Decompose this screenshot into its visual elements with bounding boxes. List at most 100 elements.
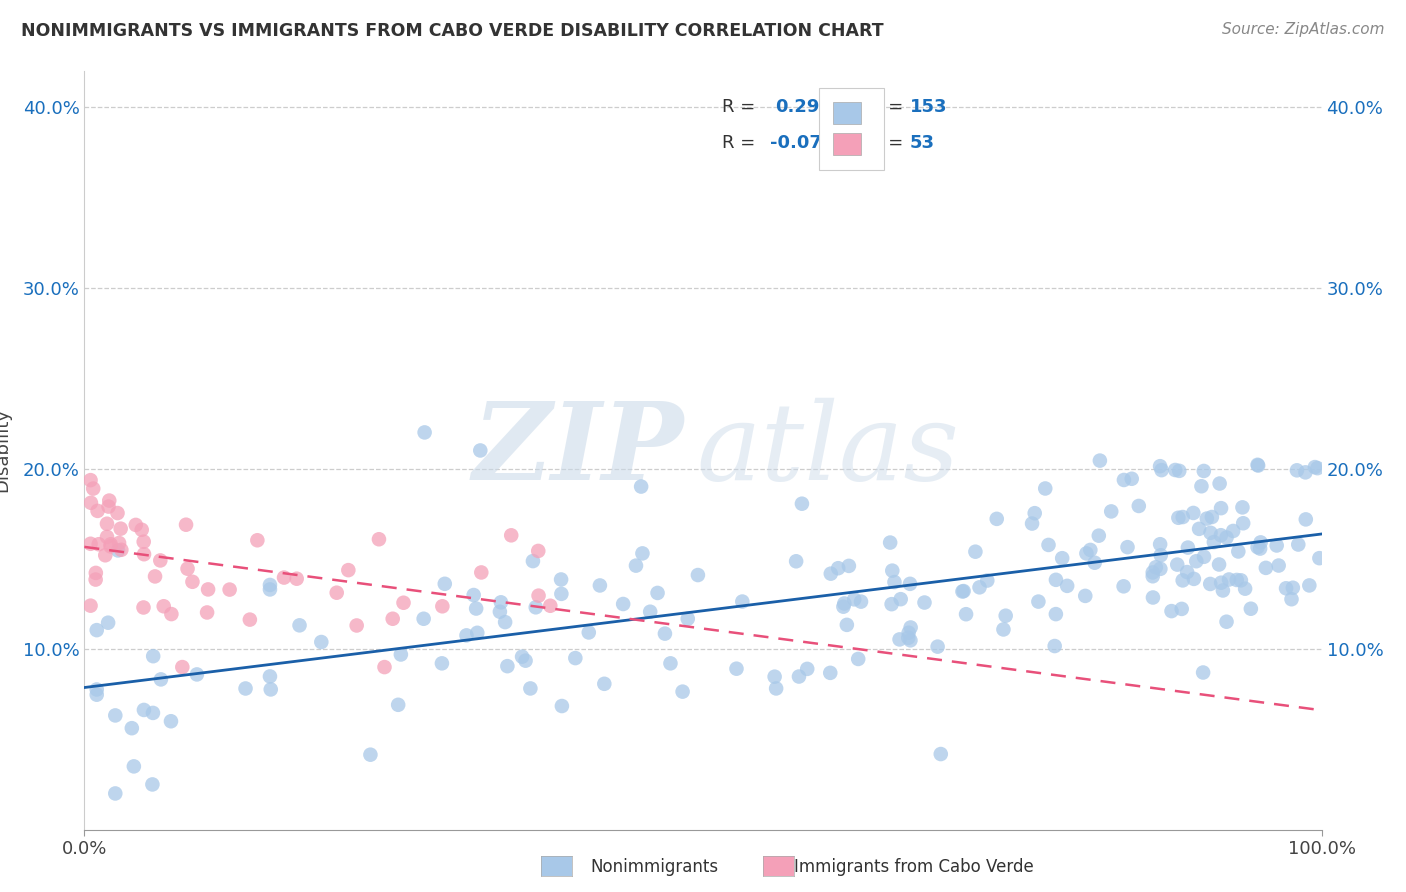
Point	[86, 623, 108, 637]
Point	[1166, 558, 1188, 572]
Point	[108, 536, 131, 550]
Point	[550, 587, 572, 601]
Point	[96, 530, 118, 544]
Point	[969, 580, 991, 594]
Point	[790, 497, 813, 511]
Point	[389, 648, 412, 662]
Point	[763, 670, 786, 684]
Point	[1024, 506, 1046, 520]
Point	[986, 512, 1008, 526]
Point	[107, 543, 129, 558]
Point	[578, 625, 600, 640]
Text: Immigrants from Cabo Verde: Immigrants from Cabo Verde	[794, 858, 1035, 876]
Point	[1142, 569, 1164, 583]
Point	[897, 625, 920, 640]
Point	[1199, 525, 1222, 540]
Point	[624, 558, 647, 573]
Point	[1250, 535, 1272, 549]
Point	[246, 533, 269, 548]
Point	[470, 443, 492, 458]
Point	[1192, 549, 1215, 564]
Point	[510, 649, 533, 664]
Point	[1265, 539, 1288, 553]
Point	[141, 777, 163, 791]
Point	[1191, 479, 1213, 493]
Point	[1160, 604, 1182, 618]
Text: Nonimmigrants: Nonimmigrants	[591, 858, 718, 876]
Point	[152, 599, 174, 614]
Point	[900, 633, 922, 648]
Point	[311, 635, 333, 649]
Point	[994, 608, 1017, 623]
Point	[1149, 459, 1171, 474]
Point	[86, 682, 108, 697]
Point	[883, 575, 905, 590]
Point	[647, 586, 669, 600]
Point	[94, 548, 117, 562]
Point	[494, 615, 516, 629]
Point	[142, 649, 165, 664]
Point	[1168, 464, 1191, 478]
Point	[965, 544, 987, 558]
Point	[1215, 531, 1237, 545]
Point	[1182, 506, 1205, 520]
Point	[1295, 512, 1317, 526]
Text: N =: N =	[869, 98, 903, 116]
Point	[835, 618, 858, 632]
Point	[1038, 538, 1060, 552]
Text: ZIP: ZIP	[472, 398, 685, 503]
Point	[1192, 665, 1215, 680]
Point	[955, 607, 977, 622]
Point	[1150, 548, 1173, 562]
Point	[1234, 582, 1257, 596]
Point	[927, 640, 949, 654]
Text: 53: 53	[910, 134, 935, 152]
Point	[897, 631, 920, 645]
Point	[149, 553, 172, 567]
Point	[654, 626, 676, 640]
Point	[79, 537, 101, 551]
Point	[1050, 551, 1073, 566]
Point	[172, 660, 194, 674]
Point	[1164, 463, 1187, 477]
Point	[889, 632, 911, 647]
Point	[1267, 558, 1289, 573]
Point	[785, 554, 807, 568]
Point	[524, 600, 547, 615]
Point	[160, 714, 183, 729]
Point	[97, 500, 120, 514]
Point	[882, 564, 904, 578]
Point	[260, 682, 283, 697]
Text: R =: R =	[721, 98, 755, 116]
Point	[79, 473, 101, 487]
Point	[1308, 551, 1330, 566]
Point	[197, 582, 219, 597]
Point	[725, 662, 748, 676]
Point	[1043, 639, 1066, 653]
Point	[100, 540, 122, 554]
Point	[501, 528, 523, 542]
Point	[337, 563, 360, 577]
Point	[98, 493, 121, 508]
Point	[387, 698, 409, 712]
Point	[1149, 562, 1171, 576]
Point	[1208, 476, 1230, 491]
Point	[976, 574, 998, 588]
Point	[1182, 572, 1205, 586]
Point	[104, 787, 127, 801]
Point	[1285, 463, 1308, 477]
Point	[849, 594, 872, 608]
Point	[820, 566, 842, 581]
Point	[1230, 574, 1253, 588]
Point	[832, 599, 855, 614]
Point	[765, 681, 787, 696]
Point	[142, 706, 165, 720]
Point	[86, 688, 108, 702]
Y-axis label: Disability: Disability	[0, 409, 11, 492]
Point	[1240, 601, 1263, 615]
Point	[432, 599, 454, 614]
Point	[368, 533, 391, 547]
Point	[132, 600, 155, 615]
Point	[1199, 577, 1222, 591]
Point	[527, 544, 550, 558]
